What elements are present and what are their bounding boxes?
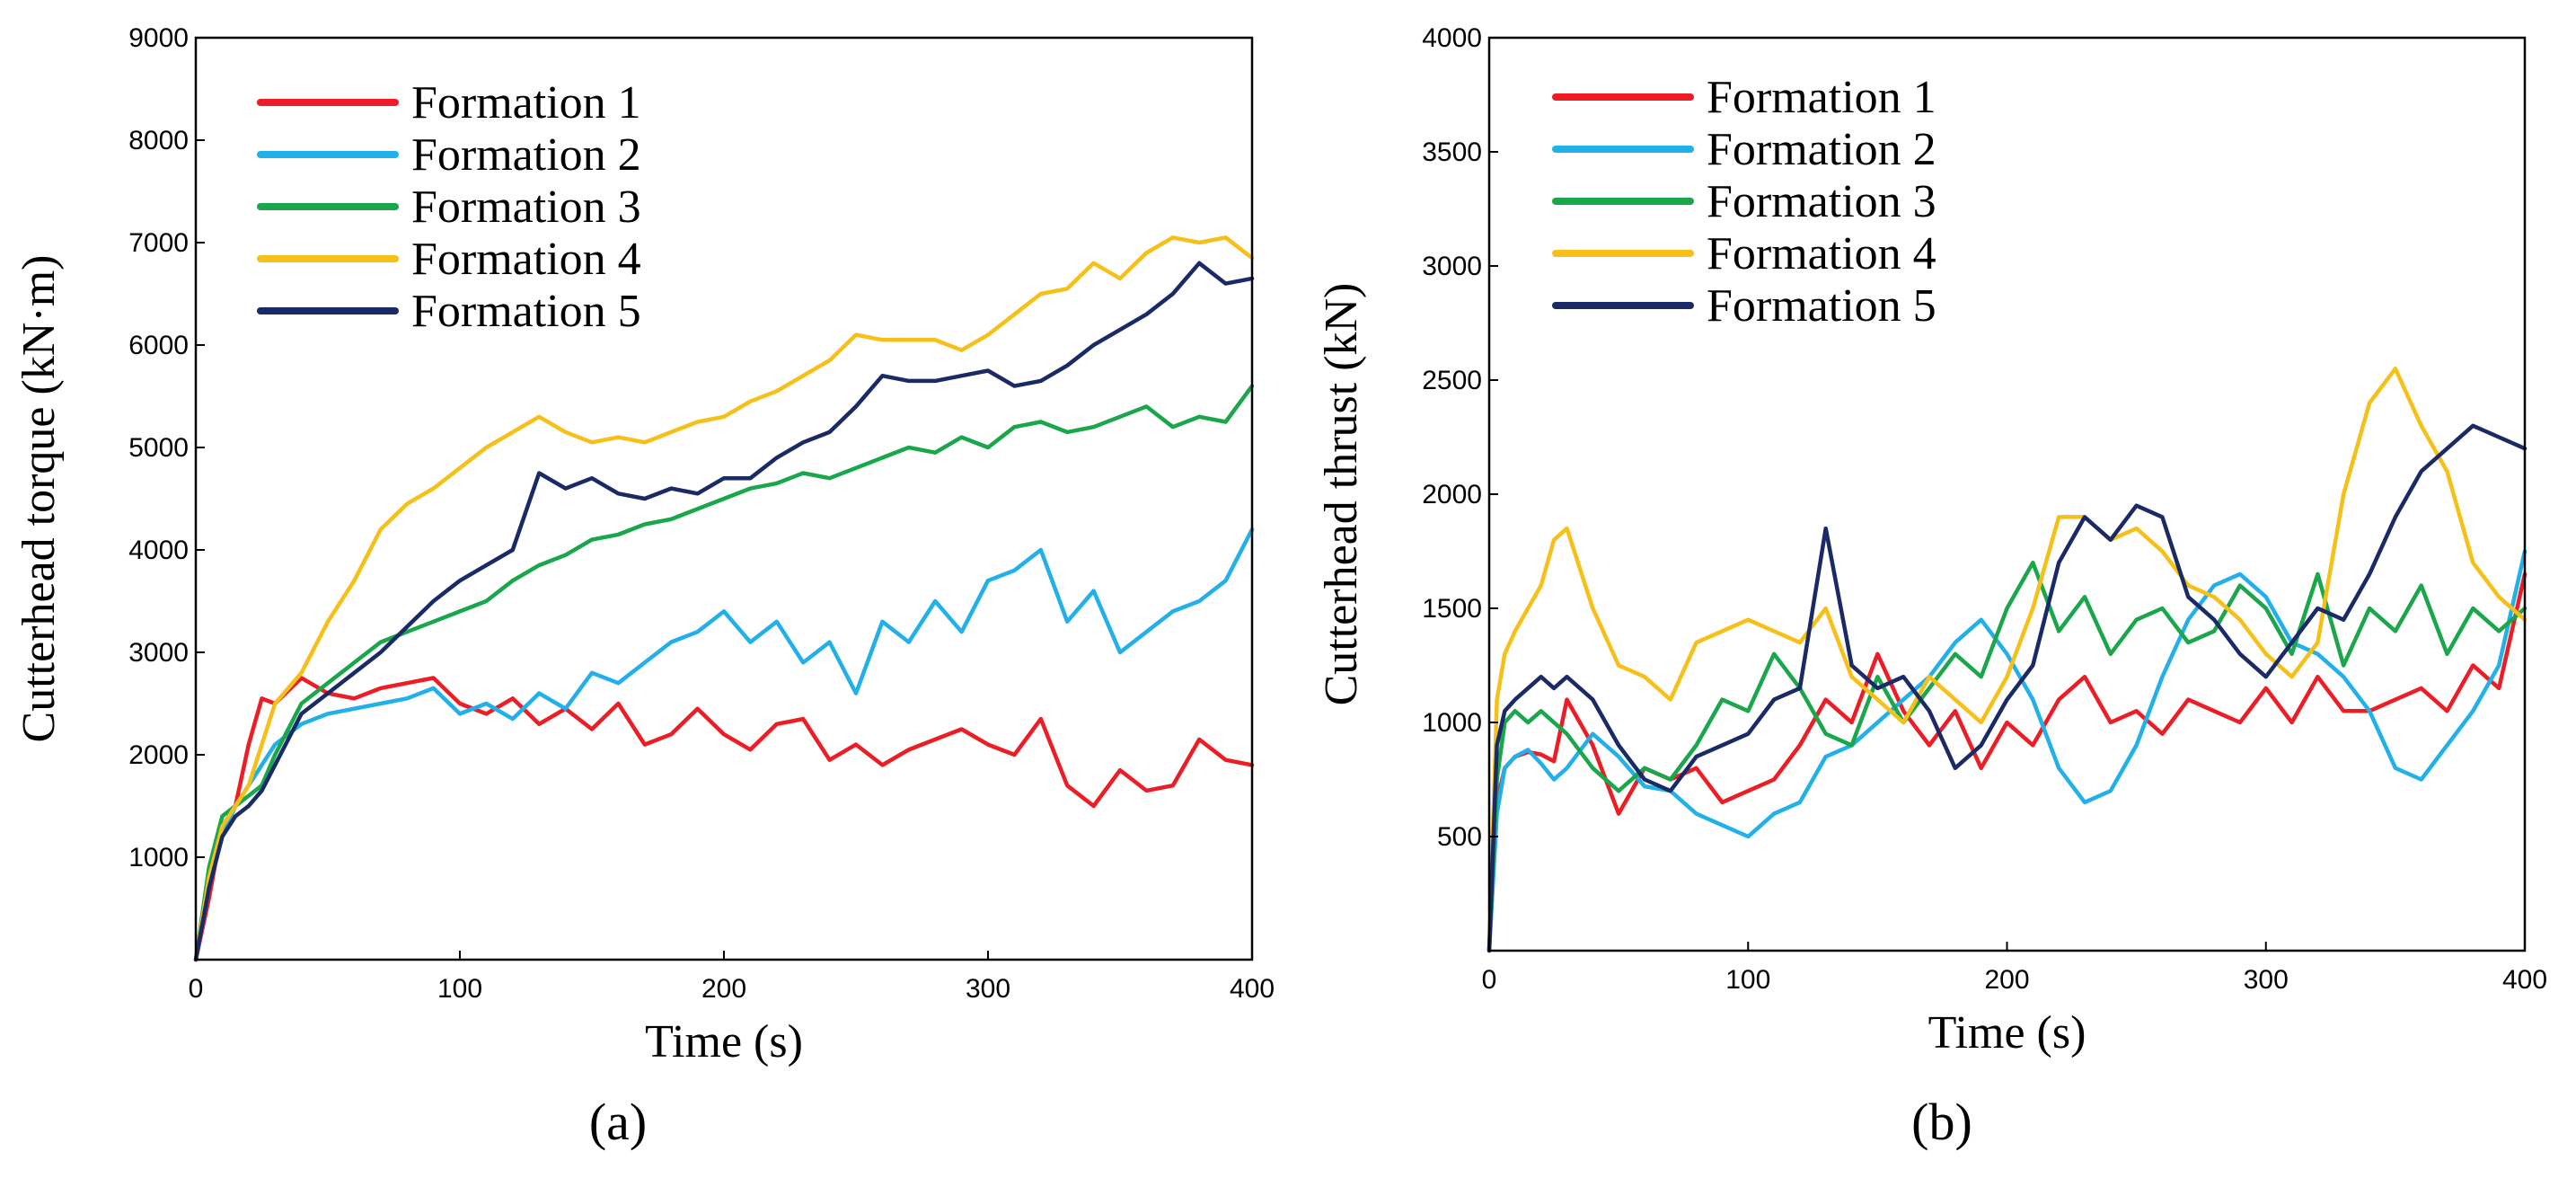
legend-label: Formation 4 [411,234,641,285]
y-tick-label: 3000 [1422,252,1482,281]
plot-frame [1487,36,2527,952]
y-tick-label: 7000 [128,228,189,258]
legend-label: Formation 5 [1707,280,1936,332]
y-tick-label: 8000 [128,126,189,155]
y-tick-label: 2500 [1422,366,1482,395]
x-axis-title: Time (s) [1928,1007,2086,1058]
x-tick-label: 0 [1482,965,1497,995]
x-tick-label: 300 [2244,965,2289,995]
series-line-formation-1 [1486,571,2527,953]
series-line-formation-1 [193,676,1255,962]
y-tick-label: 6000 [128,331,189,360]
legend-label: Formation 4 [1707,228,1936,279]
legend-label: Formation 3 [1707,176,1936,227]
y-tick-label: 3000 [128,638,189,668]
y-axis-title: Cutterhead thrust (kN) [1316,283,1367,706]
y-tick-label: 5000 [128,433,189,463]
x-tick-label: 100 [1725,965,1770,995]
y-tick-label: 4000 [1422,23,1482,53]
series-line-formation-2 [193,527,1255,962]
x-tick-label: 300 [966,974,1010,1004]
y-tick-label: 3500 [1422,137,1482,167]
y-axis-title: Cutterhead torque (kN·m) [13,255,65,743]
legend-label: Formation 3 [411,182,641,233]
series-line-formation-5 [193,261,1255,962]
y-tick-label: 1000 [128,843,189,872]
x-tick-label: 200 [701,974,746,1004]
series-line-formation-2 [1486,549,2527,953]
series-line-formation-3 [193,384,1255,962]
series-line-formation-4 [1486,367,2527,953]
series-line-formation-5 [1486,423,2527,953]
legend-label: Formation 1 [411,77,641,128]
x-tick-label: 400 [1230,974,1275,1004]
x-tick-label: 400 [2502,965,2547,995]
series-line-formation-4 [193,235,1255,962]
y-tick-label: 2000 [128,740,189,770]
legend-label: Formation 5 [411,286,641,337]
x-tick-label: 0 [189,974,204,1004]
y-tick-label: 1000 [1422,708,1482,738]
y-tick-label: 2000 [1422,480,1482,509]
x-tick-label: 100 [437,974,482,1004]
y-tick-label: 500 [1437,822,1482,852]
panel-label: (a) [589,1093,647,1151]
legend-label: Formation 2 [411,129,641,181]
series-line-formation-3 [1486,560,2527,953]
x-axis-title: Time (s) [645,1016,803,1067]
y-tick-label: 9000 [128,23,189,53]
legend-label: Formation 1 [1707,72,1936,123]
y-tick-label: 1500 [1422,594,1482,624]
chart-panel-a: 1000 2000 3000 4000 5000 6000 7000 8000 9000 0 100… [13,23,1275,1151]
legend-label: Formation 2 [1707,124,1936,175]
panel-label: (b) [1911,1093,1972,1151]
chart-panel-b: 500 1000 1500 2000 2500 3000 3500 4000 0 100 200 30… [1316,23,2547,1151]
x-tick-label: 200 [1984,965,2029,995]
y-tick-label: 4000 [128,536,189,565]
